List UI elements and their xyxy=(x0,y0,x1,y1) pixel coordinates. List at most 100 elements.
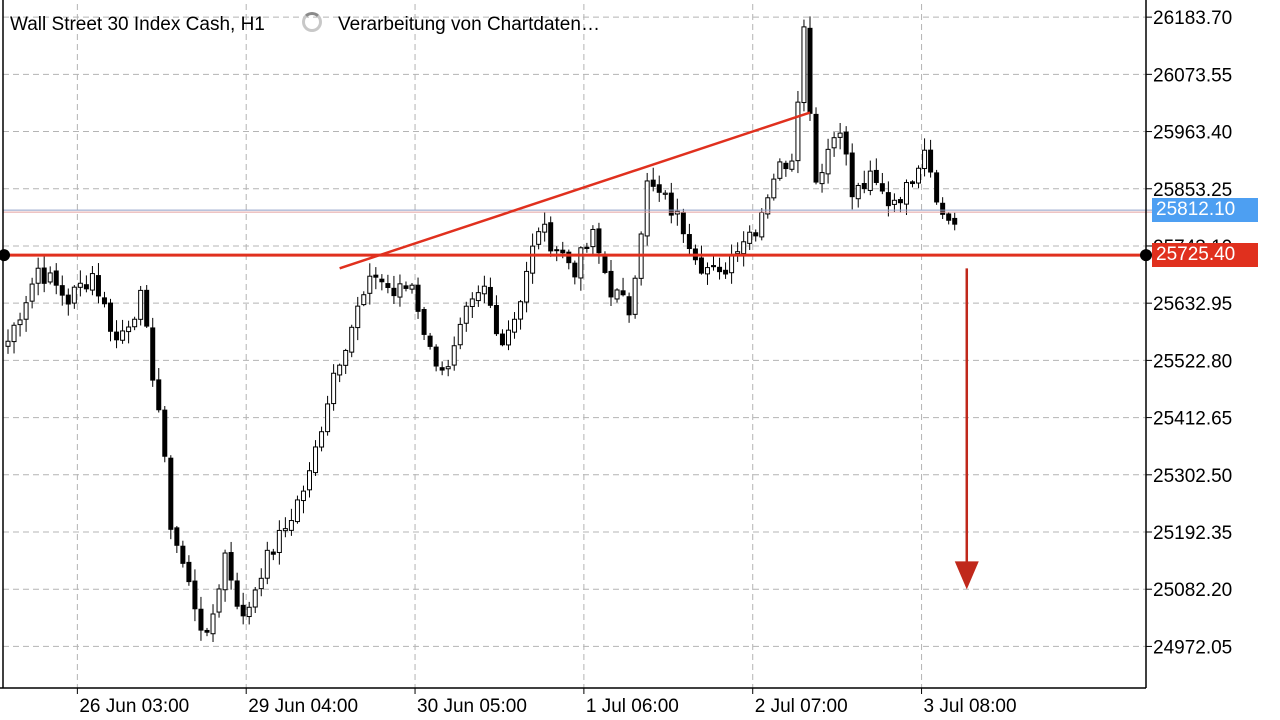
candle-body xyxy=(222,552,228,591)
candle-body xyxy=(65,294,71,305)
candle-body xyxy=(132,318,138,328)
candle-body xyxy=(499,333,505,346)
candle-body xyxy=(578,247,584,279)
candle-body xyxy=(95,275,101,297)
candle-body xyxy=(632,277,638,315)
candle-body xyxy=(385,283,391,288)
x-tick-label: 2 Jul 07:00 xyxy=(755,696,848,717)
candle-body xyxy=(813,113,819,183)
candle-body xyxy=(83,284,89,290)
loading-status: Verarbeitung von Chartdaten… xyxy=(338,14,600,35)
candle-body xyxy=(41,267,47,284)
candle-body xyxy=(114,331,120,341)
candle-body xyxy=(415,284,421,312)
candle-body xyxy=(300,490,306,502)
candle-body xyxy=(288,520,294,531)
candle-body xyxy=(397,283,403,298)
candle-body xyxy=(294,499,300,523)
candle-body xyxy=(916,167,922,184)
candle-body xyxy=(77,282,83,288)
horizontal-level-tag: 25725.40 xyxy=(1152,243,1258,268)
candle-body xyxy=(807,27,813,114)
candle-body xyxy=(602,253,608,273)
candle-body xyxy=(662,192,668,195)
x-tick-label: 1 Jul 06:00 xyxy=(586,696,679,717)
candle-body xyxy=(922,149,928,170)
candle-body xyxy=(264,549,270,579)
projection-arrow-head xyxy=(954,561,979,590)
candle-body xyxy=(258,577,264,590)
candle-body xyxy=(89,273,95,291)
candle-body xyxy=(23,302,29,320)
y-tick-label: 24972.05 xyxy=(1153,637,1232,658)
candle-body xyxy=(469,298,475,308)
candle-body xyxy=(270,551,276,555)
candle-body xyxy=(530,245,536,274)
candle-body xyxy=(313,446,319,474)
candle-body xyxy=(855,184,861,200)
candle-body xyxy=(566,251,572,264)
x-tick-label: 30 Jun 05:00 xyxy=(417,696,527,717)
candle-body xyxy=(614,289,620,300)
candle-body xyxy=(246,606,252,618)
candle-body xyxy=(481,285,487,295)
candle-body xyxy=(463,305,469,324)
candle-body xyxy=(885,192,891,207)
candle-body xyxy=(560,249,566,254)
x-tick-label: 3 Jul 08:00 xyxy=(924,696,1017,717)
candle-body xyxy=(276,529,282,553)
candle-body xyxy=(475,292,481,302)
candle-body xyxy=(704,267,710,275)
candle-body xyxy=(729,254,735,274)
candle-body xyxy=(747,231,753,244)
candle-body xyxy=(11,324,17,343)
candle-body xyxy=(101,297,107,305)
candle-body xyxy=(903,182,909,205)
candle-body xyxy=(144,289,150,327)
candle-body xyxy=(204,629,210,633)
candle-body xyxy=(47,272,53,283)
candle-body xyxy=(186,561,192,583)
candle-body xyxy=(656,184,662,193)
candle-body xyxy=(572,262,578,278)
candle-body xyxy=(427,335,433,347)
candle-body xyxy=(120,330,126,341)
candle-body xyxy=(373,274,379,278)
candle-body xyxy=(252,589,258,608)
x-tick-label: 29 Jun 04:00 xyxy=(248,696,358,717)
candle-body xyxy=(35,267,41,284)
candle-body xyxy=(17,319,23,326)
candle-body xyxy=(698,257,704,274)
candle-body xyxy=(319,431,325,448)
candle-body xyxy=(867,170,873,191)
candle-body xyxy=(367,275,373,294)
candle-body xyxy=(337,364,343,376)
candle-body xyxy=(723,269,729,275)
candle-body xyxy=(620,290,626,296)
y-tick-label: 25632.95 xyxy=(1153,294,1232,315)
candle-body xyxy=(765,197,771,215)
candle-body xyxy=(783,162,789,170)
candle-body xyxy=(307,470,312,491)
candle-body xyxy=(910,181,915,185)
candle-body xyxy=(198,608,204,631)
candle-body xyxy=(928,149,934,173)
candle-body xyxy=(831,137,837,149)
chart-title: Wall Street 30 Index Cash, H1 xyxy=(10,14,265,35)
candle-body xyxy=(439,367,445,371)
candle-body xyxy=(409,284,415,290)
candle-body xyxy=(403,285,409,289)
candle-body xyxy=(71,286,77,304)
candle-body xyxy=(53,270,59,286)
candle-body xyxy=(680,211,686,235)
candle-body xyxy=(331,372,337,405)
candle-body xyxy=(174,527,180,546)
y-tick-label: 26073.55 xyxy=(1153,65,1232,86)
candle-body xyxy=(421,309,427,335)
candle-body xyxy=(524,270,530,303)
x-tick-label: 26 Jun 03:00 xyxy=(79,696,189,717)
y-tick-label: 25522.80 xyxy=(1153,351,1232,372)
candle-body xyxy=(210,613,216,635)
candle-body xyxy=(343,349,349,366)
